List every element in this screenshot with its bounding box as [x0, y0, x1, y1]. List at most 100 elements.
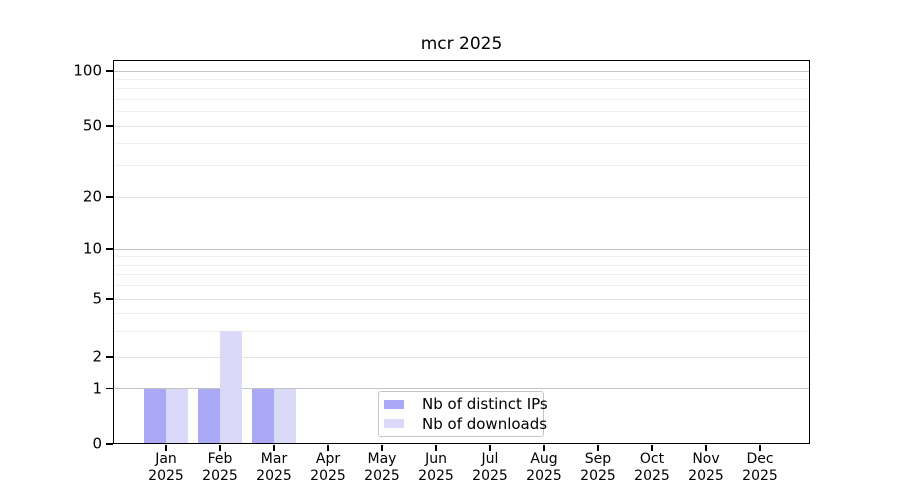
y-tick-label: 2 [92, 347, 102, 366]
x-tick-label: Dec 2025 [730, 451, 790, 485]
x-tick-month: Mar [260, 451, 288, 467]
gridline-minor [113, 142, 810, 144]
y-tick-label: 0 [92, 434, 102, 453]
gridline-mid [113, 356, 810, 358]
x-tick-mark [543, 445, 545, 451]
gridline-minor [113, 256, 810, 258]
x-tick-month: Nov [692, 451, 720, 467]
y-tick-mark [106, 248, 113, 250]
gridline-mid [113, 298, 810, 300]
x-tick-month: Jan [155, 451, 177, 467]
bar-distinct-ips-mar [252, 388, 274, 444]
bar-distinct-ips-jan [144, 388, 166, 444]
x-tick-year: 2025 [256, 468, 292, 484]
x-tick-month: Jul [481, 451, 499, 467]
x-tick-mark [327, 445, 329, 451]
x-tick-mark [381, 445, 383, 451]
legend-item-downloads: Nb of downloads [384, 414, 547, 433]
x-tick-month: Apr [315, 451, 341, 467]
gridline-minor [113, 111, 810, 113]
x-tick-mark [489, 445, 491, 451]
bar-downloads-jan [166, 388, 188, 444]
x-tick-mark [219, 445, 221, 451]
x-tick-mark [435, 445, 437, 451]
x-tick-year: 2025 [364, 468, 400, 484]
x-tick-label: Apr 2025 [298, 451, 358, 485]
x-tick-label: Aug 2025 [514, 451, 574, 485]
gridline-mid [113, 125, 810, 127]
x-tick-label: Mar 2025 [244, 451, 304, 485]
y-tick-mark [106, 125, 113, 127]
y-tick-label: 5 [92, 289, 102, 308]
y-tick-label: 50 [82, 116, 102, 135]
gridline-minor [113, 98, 810, 100]
x-tick-month: Aug [530, 451, 558, 467]
x-tick-year: 2025 [418, 468, 454, 484]
x-tick-mark [165, 445, 167, 451]
gridline-major [113, 248, 810, 250]
gridline-minor [113, 88, 810, 90]
y-tick-label: 10 [82, 239, 102, 258]
y-tick-mark [106, 298, 113, 300]
y-tick-label: 100 [73, 61, 102, 80]
x-tick-month: Feb [207, 451, 233, 467]
y-tick-mark [106, 387, 113, 390]
gridline-minor [113, 78, 810, 80]
legend-swatch-distinct-ips-icon [384, 399, 404, 409]
x-tick-month: Dec [746, 451, 774, 467]
x-tick-year: 2025 [202, 468, 238, 484]
legend-label-downloads: Nb of downloads [422, 414, 548, 433]
x-tick-mark [759, 445, 761, 451]
x-tick-month: Oct [639, 451, 665, 467]
x-tick-label: Feb 2025 [190, 451, 250, 485]
x-tick-month: Sep [584, 451, 612, 467]
legend-label-distinct-ips: Nb of distinct IPs [422, 395, 548, 414]
bars-layer [113, 60, 810, 444]
x-tick-label: Nov 2025 [676, 451, 736, 485]
bar-downloads-feb [220, 331, 242, 444]
y-tick-label: 1 [92, 379, 102, 397]
y-tick-label: 20 [82, 187, 102, 206]
x-tick-label: Jun 2025 [406, 451, 466, 485]
x-tick-label: Jan 2025 [136, 451, 196, 485]
chart-title: mcr 2025 [420, 34, 503, 54]
x-tick-year: 2025 [148, 468, 184, 484]
x-tick-year: 2025 [634, 468, 670, 484]
x-tick-month: Jun [425, 451, 447, 467]
gridline-major [113, 70, 810, 72]
x-tick-mark [705, 445, 707, 451]
x-tick-mark [273, 445, 275, 451]
x-tick-label: Jul 2025 [460, 451, 520, 485]
gridline-minor [113, 330, 810, 332]
gridline-minor [113, 285, 810, 287]
x-tick-year: 2025 [310, 468, 346, 484]
plot-area [113, 60, 810, 444]
legend-swatch-downloads-icon [384, 419, 404, 429]
x-tick-mark [651, 445, 653, 451]
x-tick-year: 2025 [526, 468, 562, 484]
bar-downloads-mar [274, 388, 296, 444]
x-tick-label: Oct 2025 [622, 451, 682, 485]
gridline-major [113, 388, 810, 389]
x-tick-month: May [367, 451, 397, 467]
gridline-minor [113, 274, 810, 276]
y-tick-mark [106, 443, 113, 445]
gridline-minor [113, 264, 810, 266]
y-tick-mark [106, 70, 113, 72]
x-tick-year: 2025 [688, 468, 724, 484]
legend: Nb of distinct IPs Nb of downloads [378, 391, 548, 437]
x-tick-label: May 2025 [352, 451, 412, 485]
y-tick-mark [106, 356, 113, 358]
gridline-minor [113, 312, 810, 314]
bar-distinct-ips-feb [198, 388, 220, 444]
x-tick-mark [597, 445, 599, 451]
legend-item-distinct-ips: Nb of distinct IPs [384, 395, 548, 414]
gridline-minor [113, 165, 810, 167]
y-tick-mark [106, 196, 113, 198]
x-tick-label: Sep 2025 [568, 451, 628, 485]
x-tick-year: 2025 [742, 468, 778, 484]
x-tick-year: 2025 [472, 468, 508, 484]
gridline-mid [113, 196, 810, 198]
